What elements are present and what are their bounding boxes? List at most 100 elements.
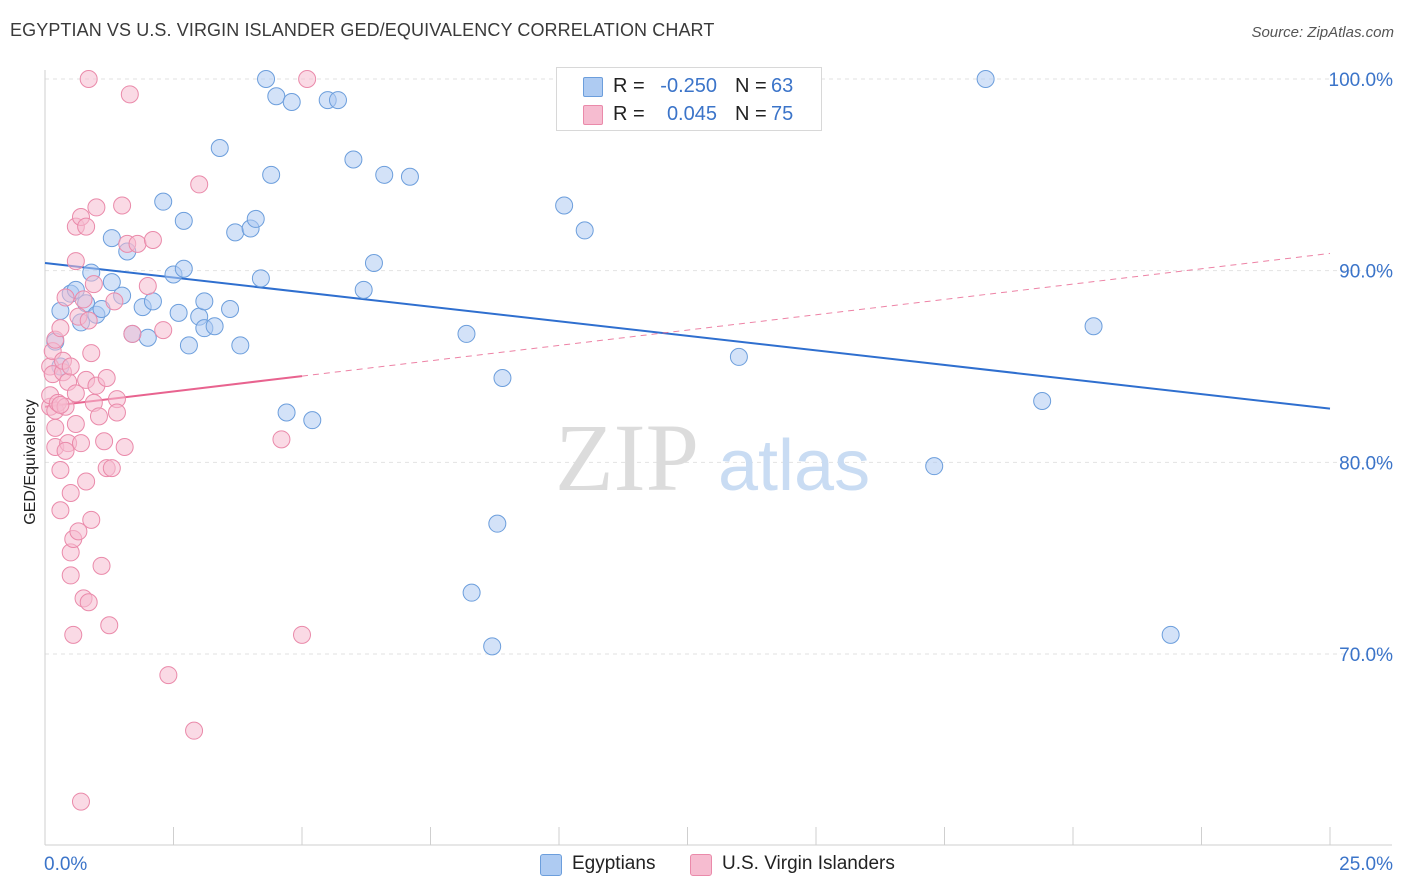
data-point [61, 357, 80, 376]
y-tick-label: 80.0% [1339, 453, 1393, 474]
legend-swatch-egyptians [540, 854, 562, 876]
trend-line-egyptians [44, 262, 1331, 410]
data-point [246, 209, 265, 228]
data-point [159, 666, 178, 685]
data-point [344, 150, 363, 169]
stats-swatch-virgin-islanders [583, 105, 603, 125]
y-axis-label: GED/Equivalency [22, 399, 39, 524]
data-point [1084, 317, 1103, 336]
y-tick-label: 100.0% [1329, 70, 1394, 91]
watermark: ZIP atlas [555, 404, 870, 511]
data-point [462, 583, 481, 602]
y-tick-label: 90.0% [1339, 262, 1393, 283]
data-point [46, 418, 65, 437]
data-point [282, 93, 301, 111]
data-point [174, 259, 193, 278]
n-label: N = [735, 103, 767, 125]
data-point [84, 275, 103, 294]
data-point [483, 637, 502, 656]
data-point [195, 292, 214, 311]
data-point [179, 336, 198, 355]
legend-label: Egyptians [572, 853, 656, 874]
chart-source: Source: ZipAtlas.com [1251, 24, 1394, 41]
data-point [328, 91, 347, 110]
data-point [143, 231, 162, 249]
data-point [66, 252, 85, 271]
data-point [56, 288, 75, 307]
data-point [79, 593, 98, 612]
watermark-zip: ZIP [555, 404, 699, 511]
legend: Egyptians U.S. Virgin Islanders [0, 852, 1406, 878]
data-point [154, 192, 173, 211]
tick-labels: 100.0% 90.0% 80.0% 70.0% 0.0% 25.0% [44, 70, 1393, 875]
r-label: R = [613, 103, 645, 125]
data-point [400, 167, 419, 186]
legend-swatch-virgin-islanders [690, 854, 712, 876]
data-point [575, 221, 594, 240]
data-point [92, 556, 111, 575]
data-point [51, 461, 70, 479]
data-point [102, 229, 121, 248]
data-point [56, 441, 75, 460]
data-point [272, 430, 291, 449]
data-point [262, 165, 281, 184]
legend-label: U.S. Virgin Islanders [722, 853, 895, 874]
trend-line-extended [301, 252, 1331, 377]
data-point [729, 347, 748, 366]
data-point [82, 510, 101, 529]
data-point [71, 434, 90, 453]
data-point [354, 280, 373, 299]
data-point [120, 85, 139, 104]
data-point [105, 292, 124, 311]
data-point [293, 625, 311, 644]
data-point [488, 514, 507, 533]
data-point [493, 369, 512, 387]
data-point [100, 616, 119, 635]
data-point [1033, 392, 1052, 410]
stats-row-egyptians: R = -0.250 N = 63 [557, 72, 821, 100]
data-point [169, 303, 188, 322]
watermark-atlas: atlas [718, 426, 870, 506]
data-point [143, 292, 162, 311]
data-point [185, 721, 204, 740]
data-point [97, 369, 116, 387]
data-point [298, 70, 317, 88]
data-point [221, 300, 240, 318]
data-point [210, 139, 229, 157]
data-point [107, 403, 126, 422]
stats-row-virgin-islanders: R = 0.045 N = 75 [557, 100, 821, 128]
data-point [51, 501, 70, 520]
r-value: 0.045 [666, 103, 717, 125]
data-point [115, 438, 134, 456]
data-point [51, 319, 70, 338]
r-label: R = [613, 75, 645, 97]
data-point [257, 70, 276, 88]
data-point [267, 87, 286, 106]
data-point [154, 321, 173, 340]
data-point [1161, 625, 1180, 644]
data-point [231, 336, 250, 355]
data-point [364, 254, 383, 272]
data-point [61, 484, 80, 502]
data-point [79, 311, 98, 330]
gridlines [45, 78, 1392, 655]
data-point [82, 344, 101, 363]
data-point [113, 196, 132, 215]
data-point [123, 324, 142, 343]
data-point [89, 407, 108, 426]
series-virgin-islanders [41, 70, 317, 811]
data-point [102, 459, 121, 478]
data-point [251, 269, 270, 288]
data-point [303, 411, 322, 430]
data-point [77, 217, 96, 236]
data-point [66, 415, 85, 433]
correlation-stats-box: R = -0.250 N = 63 R = 0.045 N = 75 [556, 67, 822, 131]
x-tick-label: 0.0% [44, 854, 87, 875]
data-point [87, 198, 106, 217]
data-point [138, 277, 157, 295]
series-egyptians [46, 70, 1180, 656]
data-point [375, 165, 394, 184]
data-point [51, 395, 70, 414]
n-value: 63 [771, 75, 794, 97]
data-point [69, 522, 88, 541]
